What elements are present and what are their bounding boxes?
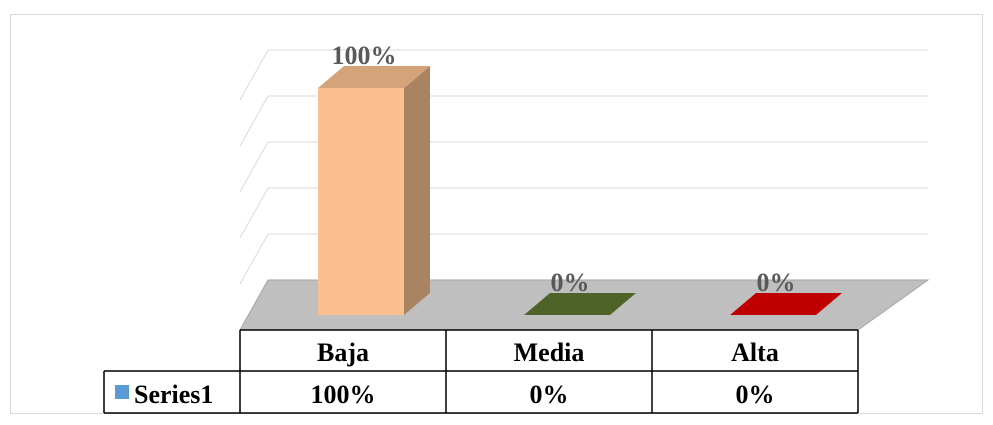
legend-series-name: Series1 bbox=[134, 380, 213, 409]
gridline-side bbox=[239, 233, 269, 285]
bars bbox=[318, 66, 842, 315]
bar-top bbox=[318, 66, 430, 88]
gridline-side bbox=[239, 95, 269, 147]
bar-baja bbox=[318, 66, 430, 315]
table-value-media: 0% bbox=[530, 380, 569, 409]
bar-alta bbox=[730, 293, 842, 315]
table-category-alta: Alta bbox=[731, 338, 779, 367]
data-label-media: 0% bbox=[551, 268, 590, 297]
data-labels: 100% 0% 0% bbox=[332, 41, 796, 297]
bar-top bbox=[524, 293, 636, 315]
table-category-baja: Baja bbox=[317, 338, 369, 367]
legend-key bbox=[115, 385, 129, 399]
gridline-side bbox=[239, 49, 269, 101]
bar-side bbox=[404, 66, 430, 315]
gridline-side bbox=[239, 141, 269, 193]
table-value-baja: 100% bbox=[311, 380, 376, 409]
bar-top bbox=[730, 293, 842, 315]
gridline-side bbox=[239, 187, 269, 239]
data-label-alta: 0% bbox=[757, 268, 796, 297]
table-value-alta: 0% bbox=[736, 380, 775, 409]
bar-front bbox=[318, 88, 404, 315]
data-table: Baja 100% Media 0% Alta 0% Series1 bbox=[103, 329, 859, 414]
bar-media bbox=[524, 293, 636, 315]
data-label-baja: 100% bbox=[332, 41, 397, 70]
table-category-media: Media bbox=[514, 338, 585, 367]
